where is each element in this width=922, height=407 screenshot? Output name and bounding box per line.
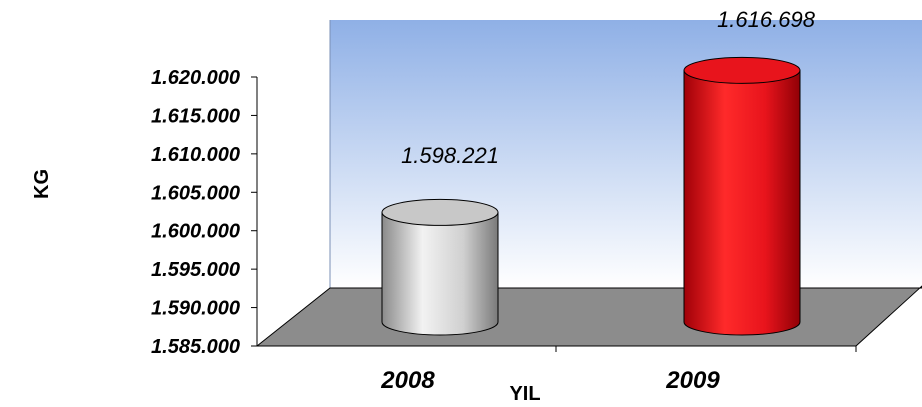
chart-floor xyxy=(255,285,922,347)
data-label: 1.616.698 xyxy=(717,7,816,32)
bar-cylinder xyxy=(381,198,499,336)
y-tick-label: 1.610.000 xyxy=(151,144,240,166)
bar-top xyxy=(683,56,801,84)
y-tick-label: 1.620.000 xyxy=(151,67,240,89)
bar-body xyxy=(381,211,499,336)
bar-top xyxy=(381,198,499,226)
x-axis-title: YIL xyxy=(509,383,540,405)
bars-layer xyxy=(381,56,801,336)
y-axis-title: KG xyxy=(31,169,53,199)
y-tick-label: 1.615.000 xyxy=(151,105,240,127)
y-axis: 1.585.000 1.590.000 1.595.000 1.600.000 1.60… xyxy=(151,67,258,358)
x-tick-label: 2009 xyxy=(665,367,720,394)
data-label: 1.598.221 xyxy=(401,143,499,168)
bar-body xyxy=(683,69,801,336)
y-tick-label: 1.590.000 xyxy=(151,298,240,320)
bar-cylinder xyxy=(683,56,801,336)
y-tick-label: 1.605.000 xyxy=(151,182,240,204)
y-tick-label: 1.585.000 xyxy=(151,336,240,358)
y-tick-label: 1.595.000 xyxy=(151,259,240,281)
y-tick-label: 1.600.000 xyxy=(151,221,240,243)
x-tick-label: 2008 xyxy=(380,367,435,394)
